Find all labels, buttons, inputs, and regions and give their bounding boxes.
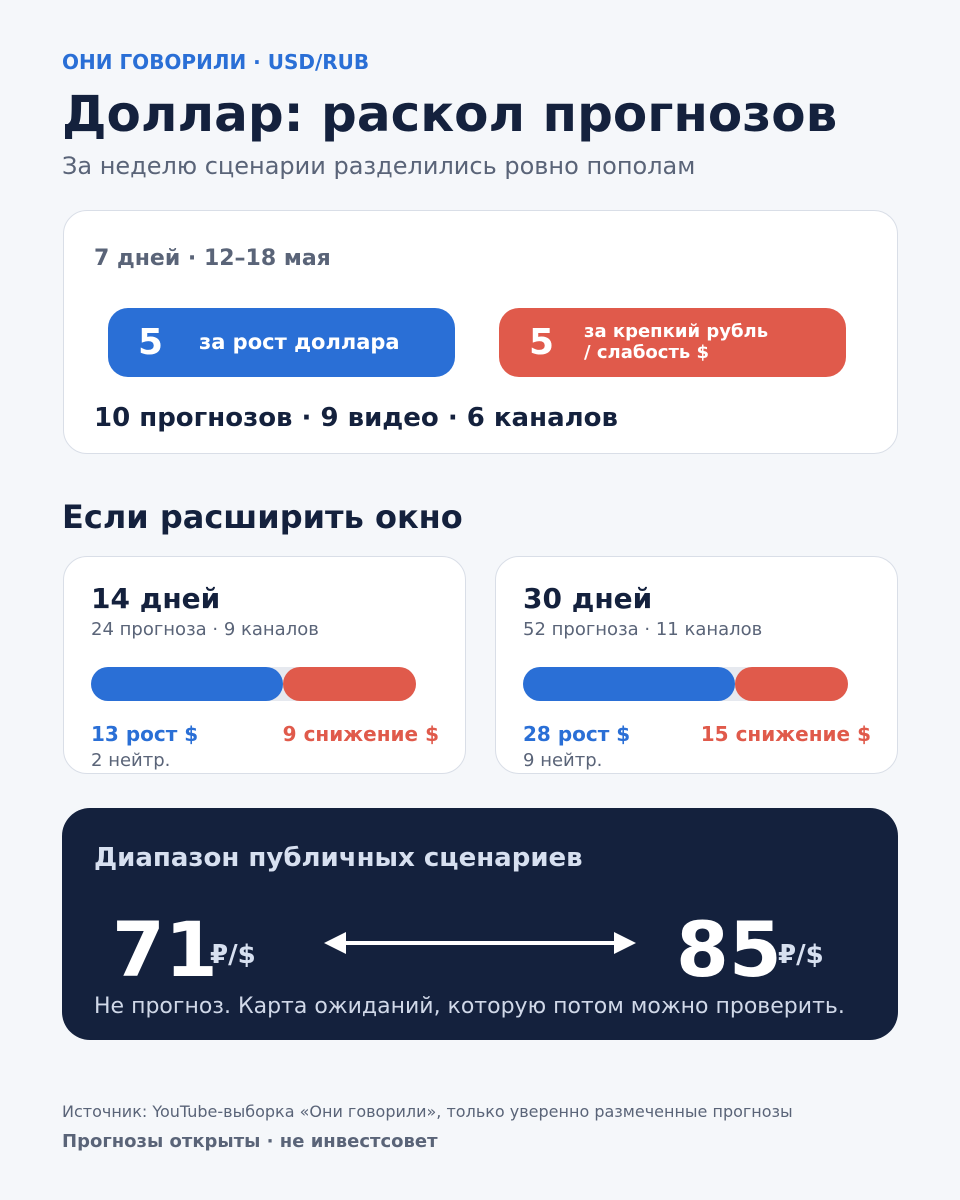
down-segment: [283, 667, 416, 701]
period: 7 дней · 12–18 мая: [94, 246, 331, 271]
window-meta: 52 прогноза · 11 каналов: [523, 619, 763, 640]
neutral-label: нейтр.: [540, 750, 603, 771]
up-segment: [91, 667, 284, 701]
window-title: 30 дней: [523, 582, 653, 615]
neutral-stat: 9 нейтр.: [523, 752, 602, 770]
summary: 10 прогнозов · 9 видео · 6 каналов: [94, 403, 618, 433]
up-label: за рост доллара: [199, 330, 400, 354]
neutral-count: 2: [91, 750, 103, 771]
title: Доллар: раскол прогнозов: [62, 85, 838, 143]
range-high: 85: [676, 905, 782, 994]
range-arrow: [324, 932, 636, 954]
window-card: 14 дней 24 прогноза · 9 каналов 13 рост $ 9…: [63, 556, 466, 774]
source: Источник: YouTube-выборка «Они говорили»…: [62, 1102, 793, 1121]
up-segment: [523, 667, 735, 701]
split-bar: [91, 667, 416, 701]
up-label: рост $: [125, 722, 199, 746]
up-count: 5: [138, 322, 164, 363]
range-low: 71: [112, 905, 218, 994]
neutral-stat: 2 нейтр.: [91, 752, 170, 770]
subtitle: За неделю сценарии разделились ровно поп…: [62, 152, 696, 180]
range-unit: ₽/$: [210, 940, 256, 970]
window-title: 14 дней: [91, 582, 221, 615]
range-title: Диапазон публичных сценариев: [94, 843, 583, 873]
neutral-label: нейтр.: [108, 750, 171, 771]
down-label: снижение $: [735, 722, 871, 746]
up-count: 28: [523, 722, 551, 746]
window-card: 30 дней 52 прогноза · 11 каналов 28 рост $…: [495, 556, 898, 774]
down-count: 15: [700, 722, 729, 746]
down-label: снижение $: [303, 722, 439, 746]
split-bar: [523, 667, 848, 701]
neutral-count: 9: [523, 750, 535, 771]
down-segment: [734, 667, 848, 701]
down-label-1: за крепкий рубль: [584, 321, 769, 342]
window-meta: 24 прогноза · 9 каналов: [91, 619, 319, 640]
down-pill: 5 за крепкий рубль / слабость $: [499, 308, 846, 377]
section-title: Если расширить окно: [62, 498, 463, 536]
up-label: рост $: [557, 722, 631, 746]
down-stat: 15 снижение $: [701, 724, 871, 744]
down-stat: 9 снижение $: [283, 724, 439, 744]
up-stat: 13 рост $: [91, 724, 198, 744]
range-note: Не прогноз. Карта ожиданий, которую пото…: [94, 994, 845, 1019]
up-pill: 5 за рост доллара: [108, 308, 455, 377]
kicker: ОНИ ГОВОРИЛИ · USD/RUB: [62, 50, 370, 74]
up-stat: 28 рост $: [523, 724, 630, 744]
disclaimer: Прогнозы открыты · не инвестсовет: [62, 1131, 438, 1152]
down-count: 5: [529, 322, 555, 363]
down-label-2: / слабость $: [584, 342, 710, 363]
week-card: 7 дней · 12–18 мая 5 за рост доллара 5 з…: [63, 210, 898, 454]
range-unit: ₽/$: [778, 940, 824, 970]
up-count: 13: [91, 722, 119, 746]
down-count: 9: [282, 722, 297, 746]
range-card: Диапазон публичных сценариев 71 ₽/$ 85 ₽…: [62, 808, 898, 1040]
